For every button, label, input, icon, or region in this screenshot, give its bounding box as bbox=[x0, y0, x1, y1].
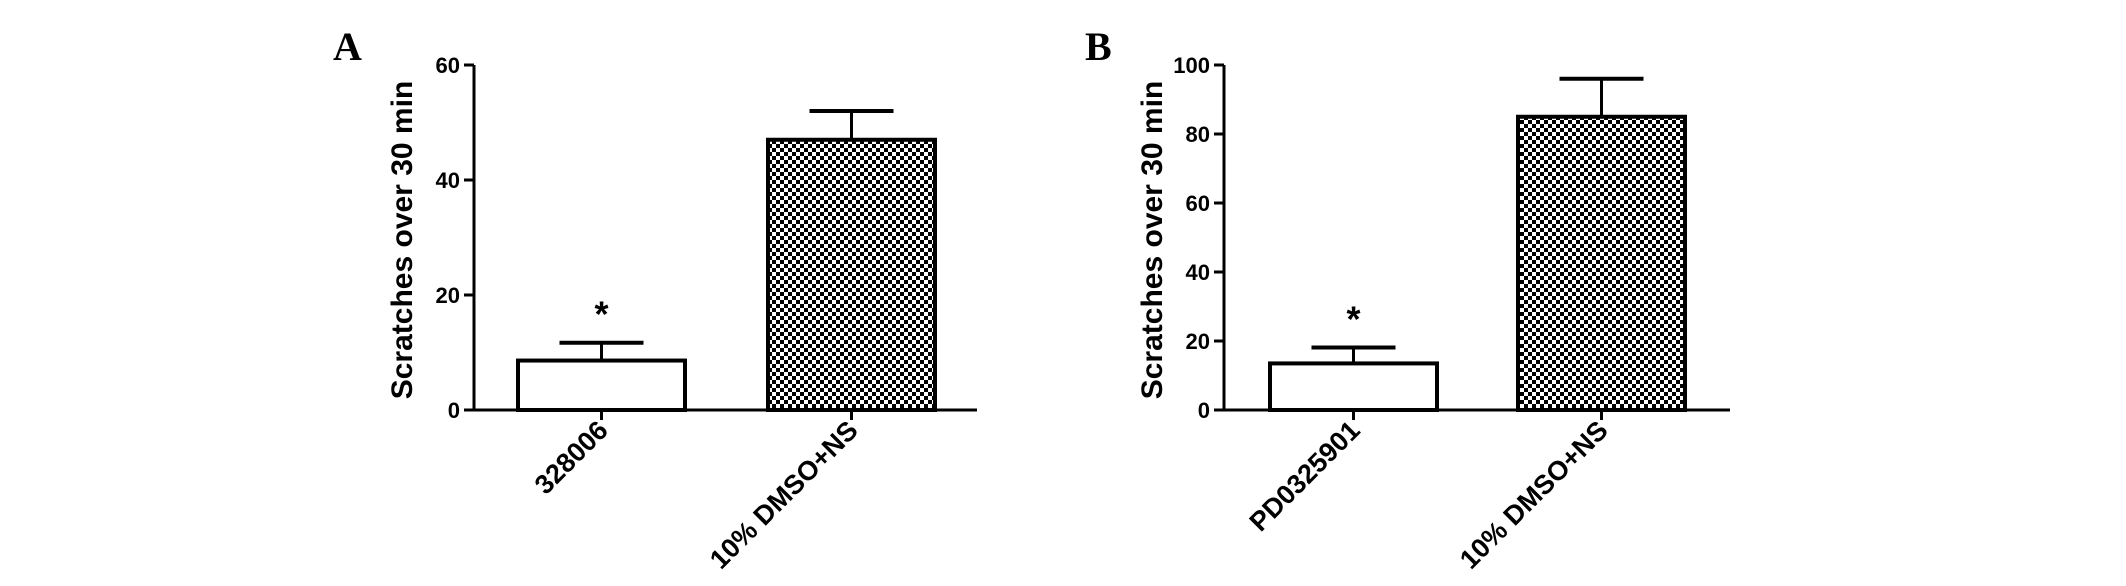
y-axis-title: Scratches over 30 min bbox=[1136, 81, 1169, 400]
y-tick-label: 40 bbox=[1186, 260, 1210, 285]
y-tick-label: 0 bbox=[1198, 398, 1210, 423]
significance-asterisk: * bbox=[1346, 299, 1360, 340]
panel-label: B bbox=[1085, 24, 1112, 69]
y-tick-label: 40 bbox=[436, 168, 460, 193]
y-tick-label: 100 bbox=[1173, 53, 1210, 78]
significance-asterisk: * bbox=[594, 294, 608, 335]
category-label: 328006 bbox=[529, 415, 614, 500]
y-tick-label: 0 bbox=[448, 398, 460, 423]
category-label: 10% DMSO+NS bbox=[1454, 415, 1614, 575]
y-tick-label: 60 bbox=[436, 53, 460, 78]
bar bbox=[1516, 114, 1687, 412]
y-tick-label: 80 bbox=[1186, 122, 1210, 147]
chart-panel-a: A Scratches over 30 min 0 20 40 60 328006 * 10% … bbox=[333, 24, 977, 575]
bar bbox=[1268, 361, 1439, 412]
category-label: PD0325901 bbox=[1244, 415, 1366, 537]
y-tick-label: 60 bbox=[1186, 191, 1210, 216]
category-label: 10% DMSO+NS bbox=[704, 415, 864, 575]
y-tick-label: 20 bbox=[1186, 329, 1210, 354]
panel-label: A bbox=[333, 24, 362, 69]
chart-panel-b: B Scratches over 30 min 0 20 40 60 80 100 PD0325… bbox=[1085, 24, 1730, 575]
bar bbox=[766, 137, 937, 412]
y-axis-title: Scratches over 30 min bbox=[386, 81, 419, 400]
bar bbox=[516, 358, 687, 412]
y-tick-label: 20 bbox=[436, 283, 460, 308]
